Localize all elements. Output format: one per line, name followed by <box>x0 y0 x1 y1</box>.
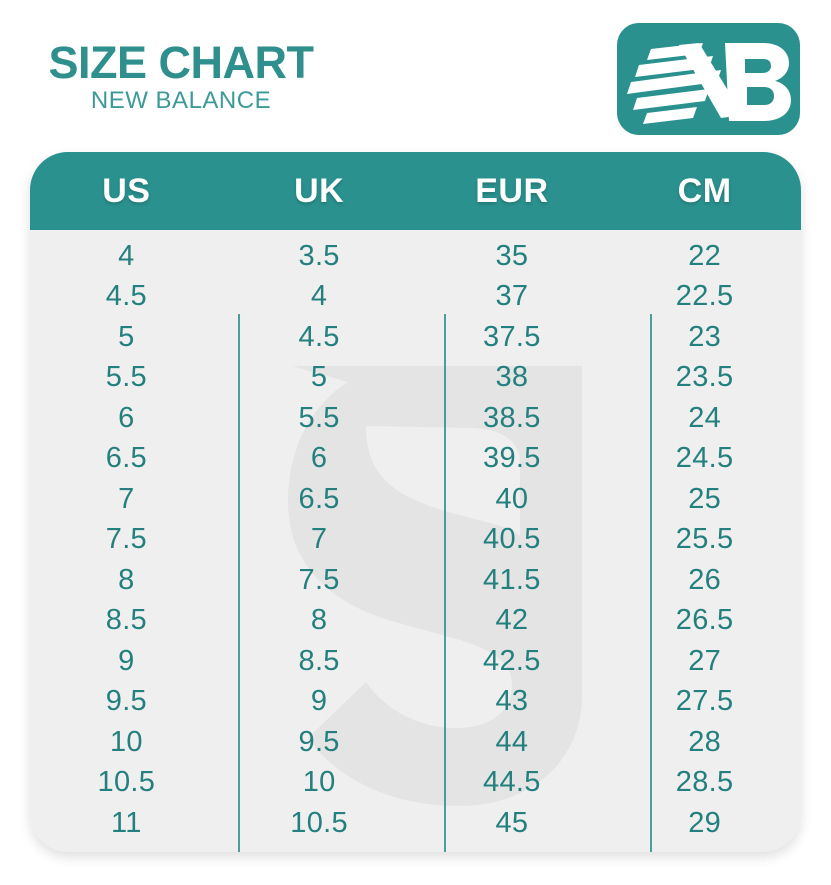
cell-cm: 27 <box>688 644 722 677</box>
cell-cm: 28.5 <box>675 766 734 799</box>
cell-uk: 6.5 <box>298 482 340 515</box>
cell-cm: 24 <box>688 401 722 434</box>
cell-uk: 5.5 <box>298 401 340 434</box>
cell-eur: 37.5 <box>483 320 541 353</box>
cell-cm: 26 <box>688 563 722 596</box>
cell-us: 5.5 <box>105 361 147 394</box>
table-row: 6.5 6 39.5 24.5 <box>30 439 801 480</box>
page-header: SIZE CHART NEW BALANCE <box>0 0 831 146</box>
cell-cm: 23.5 <box>675 361 734 394</box>
cell-uk: 6 <box>310 442 328 475</box>
cell-cm: 23 <box>688 320 722 353</box>
cell-cm: 28 <box>688 725 722 758</box>
cell-cm: 25 <box>688 482 722 515</box>
cell-cm: 24.5 <box>675 442 734 475</box>
new-balance-logo-icon <box>617 23 800 135</box>
table-row: 7 6.5 40 25 <box>30 479 801 520</box>
cell-uk: 7 <box>310 523 328 556</box>
column-separator-1 <box>238 314 240 852</box>
cell-eur: 42 <box>495 604 529 637</box>
cell-uk: 10.5 <box>290 806 348 839</box>
table-row: 10.5 10 44.5 28.5 <box>30 763 801 804</box>
table-header-row: US UK EUR CM <box>30 152 801 230</box>
cell-eur: 37 <box>495 280 529 313</box>
cell-us: 10.5 <box>97 766 156 799</box>
cell-us: 4.5 <box>105 280 147 313</box>
cell-uk: 8.5 <box>298 644 340 677</box>
column-header-cm: CM <box>677 171 732 210</box>
cell-cm: 25.5 <box>675 523 734 556</box>
table-row: 5.5 5 38 23.5 <box>30 358 801 399</box>
table-row: 8.5 8 42 26.5 <box>30 601 801 642</box>
cell-uk: 4 <box>310 280 328 313</box>
page-subtitle: NEW BALANCE <box>90 87 272 114</box>
cell-uk: 9 <box>310 685 328 718</box>
cell-eur: 45 <box>495 806 529 839</box>
cell-eur: 44.5 <box>483 766 541 799</box>
cell-eur: 38 <box>495 361 529 394</box>
table-row: 11 10.5 45 29 <box>30 803 801 844</box>
cell-us: 6.5 <box>105 442 147 475</box>
table-body: 4 3.5 35 22 4.5 4 37 22.5 5 4.5 37.5 23 5.5 5 38 23.5 6 5… <box>30 230 801 852</box>
table-row: 10 9.5 44 28 <box>30 722 801 763</box>
title-block: SIZE CHART NEW BALANCE <box>31 40 331 113</box>
cell-uk: 7.5 <box>298 563 340 596</box>
cell-uk: 5 <box>310 361 328 394</box>
cell-us: 7.5 <box>105 523 147 556</box>
cell-us: 11 <box>111 806 142 839</box>
cell-eur: 43 <box>495 685 529 718</box>
cell-eur: 39.5 <box>483 442 541 475</box>
column-separator-3 <box>650 314 652 852</box>
cell-us: 8 <box>118 563 135 596</box>
cell-uk: 3.5 <box>298 239 340 272</box>
cell-us: 10 <box>109 725 143 758</box>
size-rows: 4 3.5 35 22 4.5 4 37 22.5 5 4.5 37.5 23 5.5 5 38 23.5 6 5… <box>30 236 801 844</box>
table-row: 9 8.5 42.5 27 <box>30 641 801 682</box>
cell-cm: 26.5 <box>675 604 734 637</box>
cell-eur: 35 <box>495 239 529 272</box>
cell-us: 7 <box>118 482 135 515</box>
table-row: 5 4.5 37.5 23 <box>30 317 801 358</box>
cell-uk: 9.5 <box>298 725 340 758</box>
cell-cm: 22 <box>688 239 722 272</box>
cell-uk: 4.5 <box>298 320 340 353</box>
cell-eur: 40 <box>495 482 529 515</box>
cell-eur: 40.5 <box>483 523 541 556</box>
page-title: SIZE CHART <box>48 37 315 88</box>
cell-cm: 29 <box>688 806 722 839</box>
cell-cm: 22.5 <box>675 280 734 313</box>
table-row: 8 7.5 41.5 26 <box>30 560 801 601</box>
cell-uk: 8 <box>310 604 328 637</box>
size-chart-card: US UK EUR CM 4 3.5 35 22 4.5 4 37 22.5 5 4.5 37.5 2… <box>30 152 801 852</box>
cell-us: 5 <box>118 320 135 353</box>
cell-us: 8.5 <box>105 604 147 637</box>
table-row: 4.5 4 37 22.5 <box>30 277 801 318</box>
cell-eur: 42.5 <box>483 644 541 677</box>
cell-us: 4 <box>118 239 135 272</box>
table-row: 9.5 9 43 27.5 <box>30 682 801 723</box>
cell-cm: 27.5 <box>675 685 734 718</box>
cell-eur: 41.5 <box>483 563 541 596</box>
cell-eur: 44 <box>495 725 529 758</box>
column-header-us: US <box>102 171 151 210</box>
cell-eur: 38.5 <box>483 401 541 434</box>
table-row: 4 3.5 35 22 <box>30 236 801 277</box>
cell-us: 9 <box>118 644 135 677</box>
column-header-uk: UK <box>294 171 345 210</box>
cell-us: 6 <box>118 401 135 434</box>
table-row: 7.5 7 40.5 25.5 <box>30 520 801 561</box>
cell-us: 9.5 <box>105 685 147 718</box>
cell-uk: 10 <box>302 766 336 799</box>
column-header-eur: EUR <box>475 171 549 210</box>
table-row: 6 5.5 38.5 24 <box>30 398 801 439</box>
